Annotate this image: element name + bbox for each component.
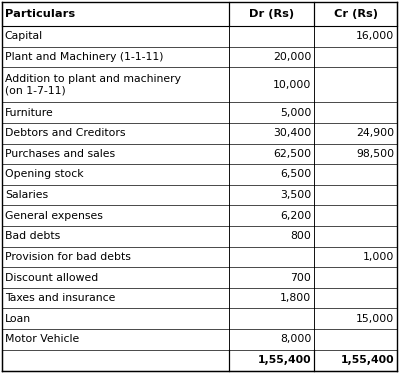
Bar <box>2 102 229 123</box>
Text: 98,500: 98,500 <box>356 149 394 159</box>
Bar <box>314 247 397 267</box>
Text: Opening stock: Opening stock <box>5 170 83 179</box>
Bar <box>229 350 314 371</box>
Bar <box>314 47 397 67</box>
Bar <box>314 185 397 205</box>
Bar <box>314 123 397 144</box>
Text: Motor Vehicle: Motor Vehicle <box>5 335 79 344</box>
Text: Bad debts: Bad debts <box>5 231 60 241</box>
Text: 20,000: 20,000 <box>273 52 311 62</box>
Bar <box>314 2 397 26</box>
Text: Taxes and insurance: Taxes and insurance <box>5 293 115 303</box>
Bar <box>229 164 314 185</box>
Text: 1,55,400: 1,55,400 <box>341 356 394 365</box>
Bar <box>229 226 314 247</box>
Bar <box>229 185 314 205</box>
Bar <box>314 205 397 226</box>
Text: Particulars: Particulars <box>5 9 75 19</box>
Bar <box>229 205 314 226</box>
Text: Cr (Rs): Cr (Rs) <box>334 9 377 19</box>
Bar <box>314 288 397 308</box>
Bar <box>314 308 397 329</box>
Bar <box>2 185 229 205</box>
Text: 6,200: 6,200 <box>280 211 311 221</box>
Text: 1,800: 1,800 <box>280 293 311 303</box>
Bar <box>229 26 314 47</box>
Bar <box>2 308 229 329</box>
Bar <box>229 47 314 67</box>
Text: Loan: Loan <box>5 314 31 324</box>
Bar <box>314 164 397 185</box>
Bar <box>314 350 397 371</box>
Text: 62,500: 62,500 <box>273 149 311 159</box>
Bar <box>2 123 229 144</box>
Bar <box>2 350 229 371</box>
Text: Plant and Machinery (1-1-11): Plant and Machinery (1-1-11) <box>5 52 163 62</box>
Bar <box>2 26 229 47</box>
Bar <box>229 123 314 144</box>
Bar <box>229 102 314 123</box>
Text: Dr (Rs): Dr (Rs) <box>249 9 294 19</box>
Bar <box>229 329 314 350</box>
Bar <box>2 205 229 226</box>
Bar <box>2 144 229 164</box>
Text: 8,000: 8,000 <box>280 335 311 344</box>
Text: 6,500: 6,500 <box>280 170 311 179</box>
Text: Purchases and sales: Purchases and sales <box>5 149 115 159</box>
Text: 1,000: 1,000 <box>363 252 394 262</box>
Bar <box>229 2 314 26</box>
Text: Salaries: Salaries <box>5 190 48 200</box>
Bar <box>2 247 229 267</box>
Bar <box>2 164 229 185</box>
Bar <box>314 144 397 164</box>
Text: 10,000: 10,000 <box>273 80 311 90</box>
Bar <box>2 47 229 67</box>
Bar <box>314 67 397 102</box>
Bar <box>229 67 314 102</box>
Text: 15,000: 15,000 <box>356 314 394 324</box>
Text: 1,55,400: 1,55,400 <box>258 356 311 365</box>
Bar <box>229 308 314 329</box>
Bar <box>314 329 397 350</box>
Bar <box>229 267 314 288</box>
Text: Discount allowed: Discount allowed <box>5 273 98 282</box>
Text: 16,000: 16,000 <box>356 32 394 41</box>
Text: 700: 700 <box>290 273 311 282</box>
Bar <box>229 288 314 308</box>
Bar <box>2 67 229 102</box>
Text: 24,900: 24,900 <box>356 128 394 138</box>
Bar <box>314 267 397 288</box>
Bar <box>2 267 229 288</box>
Text: 30,400: 30,400 <box>273 128 311 138</box>
Bar <box>2 288 229 308</box>
Bar <box>2 329 229 350</box>
Bar <box>229 247 314 267</box>
Bar <box>314 26 397 47</box>
Text: 3,500: 3,500 <box>280 190 311 200</box>
Text: Provision for bad debts: Provision for bad debts <box>5 252 130 262</box>
Text: General expenses: General expenses <box>5 211 103 221</box>
Bar <box>314 226 397 247</box>
Text: 5,000: 5,000 <box>280 108 311 117</box>
Text: Debtors and Creditors: Debtors and Creditors <box>5 128 125 138</box>
Text: Addition to plant and machinery
(on 1-7-11): Addition to plant and machinery (on 1-7-… <box>5 74 181 96</box>
Bar <box>2 226 229 247</box>
Text: 800: 800 <box>290 231 311 241</box>
Bar <box>229 144 314 164</box>
Bar <box>314 102 397 123</box>
Text: Furniture: Furniture <box>5 108 53 117</box>
Text: Capital: Capital <box>5 32 43 41</box>
Bar <box>2 2 229 26</box>
